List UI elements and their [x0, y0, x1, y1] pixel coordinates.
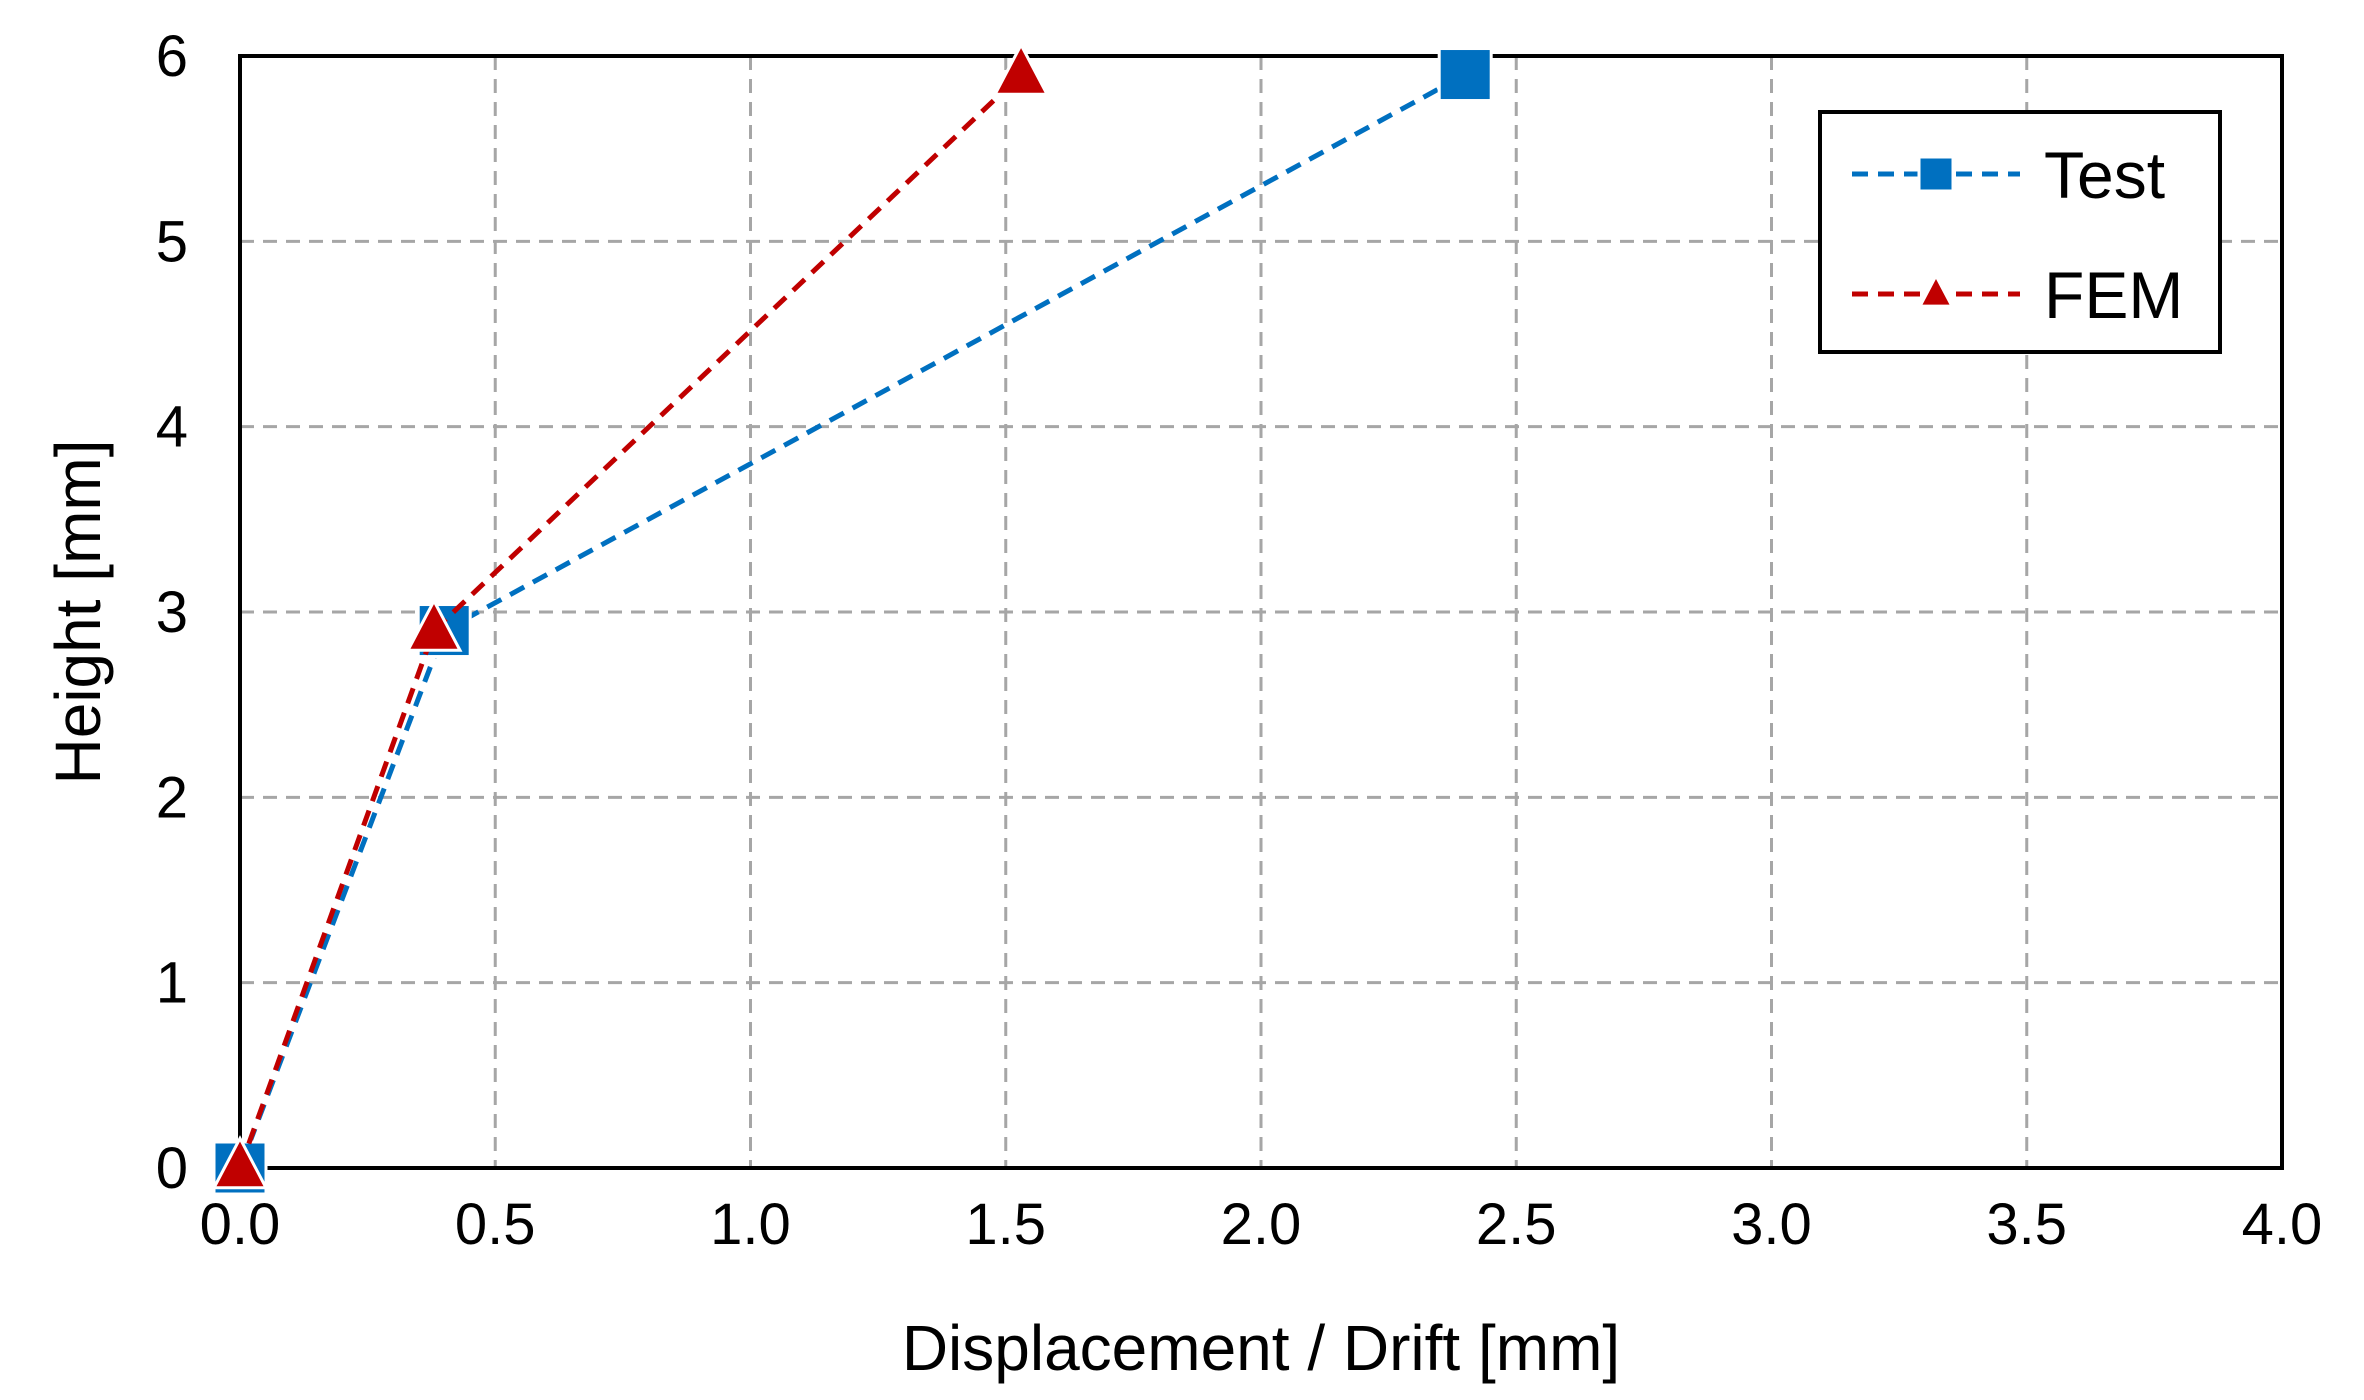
data-series [211, 41, 1493, 1196]
legend-box [1818, 110, 2222, 354]
legend: Test FEM [1818, 110, 2222, 354]
data-point-test [1437, 47, 1493, 103]
y-tick-label: 1 [156, 951, 188, 1016]
y-axis-tick-labels: 0 1 2 3 4 5 6 [156, 24, 188, 1201]
series-fem [211, 41, 1050, 1190]
x-tick-label: 3.5 [1986, 1192, 2067, 1257]
legend-item-test: Test [1852, 138, 2165, 212]
x-axis-tick-labels: 0.0 0.5 1.0 1.5 2.0 2.5 3.0 3.5 4.0 [200, 1192, 2323, 1257]
x-tick-label: 0.5 [455, 1192, 536, 1257]
x-axis-title: Displacement / Drift [mm] [902, 1312, 1620, 1384]
legend-label-test: Test [2044, 138, 2165, 212]
y-tick-label: 4 [156, 395, 188, 460]
series-test [212, 47, 1493, 1196]
x-tick-label: 2.5 [1476, 1192, 1557, 1257]
x-tick-label: 3.0 [1731, 1192, 1812, 1257]
legend-marker-fem [1917, 272, 1955, 308]
y-tick-label: 6 [156, 24, 188, 89]
x-tick-label: 1.5 [965, 1192, 1046, 1257]
series-line-fem [237, 72, 1023, 1169]
y-axis-title: Height [mm] [42, 440, 114, 785]
y-tick-label: 3 [156, 580, 188, 645]
data-point-fem [405, 597, 463, 652]
y-tick-label: 5 [156, 209, 188, 274]
data-point-fem [992, 41, 1050, 96]
y-tick-label: 0 [156, 1136, 188, 1201]
x-tick-label: 4.0 [2242, 1192, 2323, 1257]
legend-label-fem: FEM [2044, 258, 2183, 332]
y-tick-label: 2 [156, 765, 188, 830]
plot-area-frame [238, 54, 2284, 1170]
x-tick-label: 2.0 [1221, 1192, 1302, 1257]
legend-item-fem: FEM [1852, 258, 2183, 332]
legend-marker-test [1917, 155, 1955, 193]
data-point-fem [211, 1135, 269, 1190]
x-tick-label: 0.0 [200, 1192, 281, 1257]
x-tick-label: 1.0 [710, 1192, 791, 1257]
